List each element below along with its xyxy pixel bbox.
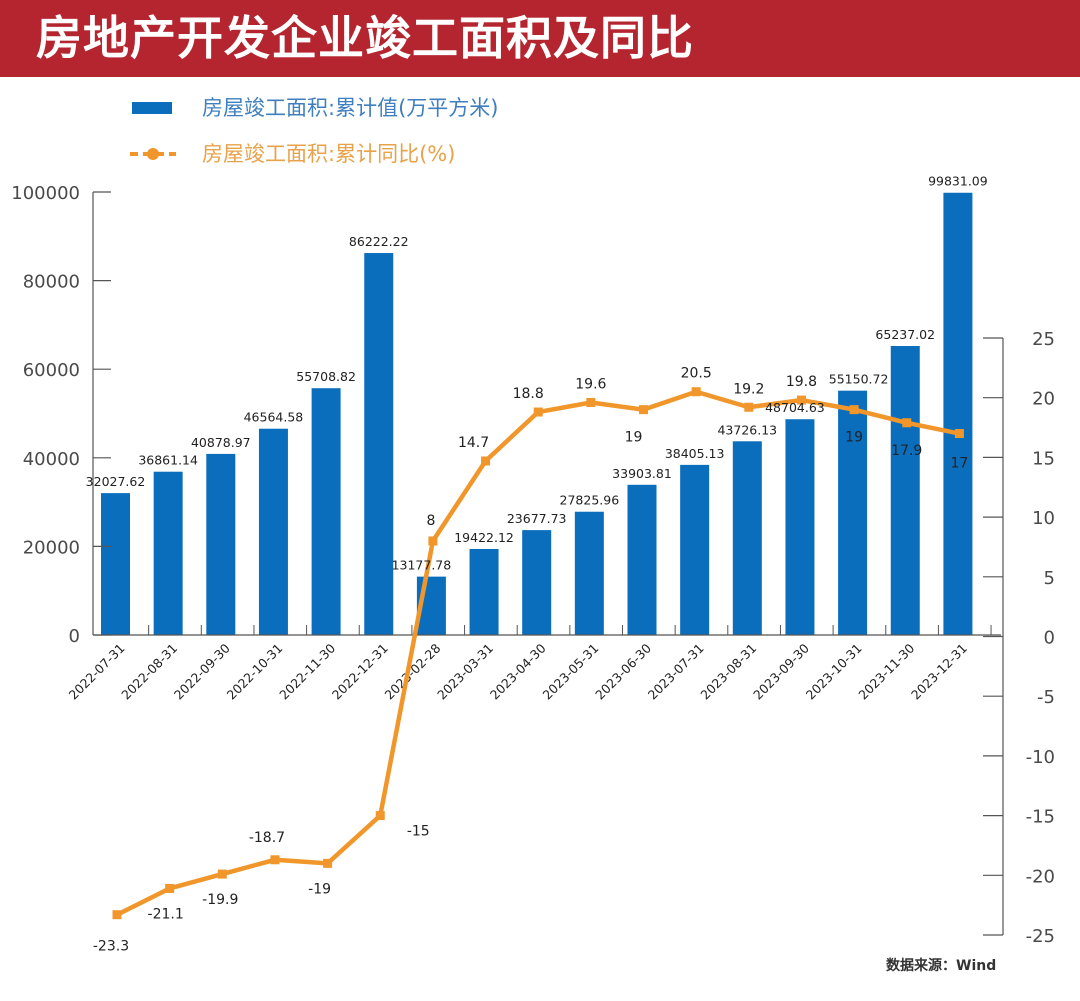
bar	[522, 530, 552, 635]
line-value-label: -15	[407, 824, 430, 840]
line-value-label: 17	[950, 456, 968, 472]
line-value-label: -19.9	[202, 892, 238, 908]
bar-value-label: 55150.72	[829, 372, 889, 387]
bar	[943, 192, 973, 635]
line-point-marker	[165, 883, 175, 893]
left-axis-tick-label: 40000	[23, 449, 80, 470]
line-value-label: -23.3	[93, 939, 129, 955]
right-axis-tick-label: 15	[1032, 448, 1055, 469]
legend-bar-label: 房屋竣工面积:累计值(万平方米)	[202, 96, 499, 120]
bar-value-label: 38405.13	[665, 446, 725, 461]
line-point-marker	[112, 910, 122, 920]
bar	[838, 390, 868, 635]
bar-value-label: 99831.09	[928, 174, 988, 189]
bar-value-label: 33903.81	[612, 466, 672, 481]
bars-layer	[101, 192, 973, 635]
bar	[311, 388, 341, 635]
line-value-label: -18.7	[249, 830, 285, 846]
right-axis-tick-label: -10	[1026, 747, 1055, 768]
legend-line-label: 房屋竣工面积:累计同比(%)	[202, 142, 456, 166]
bar	[101, 493, 130, 635]
bar-value-label: 32027.62	[86, 474, 146, 489]
line-value-label: 19.2	[733, 381, 764, 397]
bar-value-label: 19422.12	[454, 530, 514, 545]
right-axis-tick-label: -15	[1026, 807, 1055, 828]
line-point-marker	[586, 397, 596, 407]
line-point-marker	[849, 405, 859, 415]
line-point-marker	[375, 811, 385, 821]
bar-value-label: 43726.13	[717, 422, 777, 437]
line-point-marker	[428, 536, 438, 546]
line-value-label: -21.1	[148, 906, 184, 922]
line-value-label: 17.9	[891, 443, 922, 459]
line-point-marker	[639, 405, 648, 415]
bar	[364, 253, 394, 635]
line-value-label: 19	[845, 430, 863, 446]
bar-value-label: 40878.97	[191, 435, 251, 450]
line-value-label: 8	[426, 513, 435, 529]
right-axis-tick-label: 20	[1032, 389, 1055, 410]
line-value-label: 19	[625, 430, 643, 446]
right-axis-tick-label: 25	[1032, 329, 1055, 350]
right-axis-tick-label: 0	[1044, 628, 1055, 649]
line-point-marker	[744, 402, 754, 412]
line-value-label: 14.7	[458, 435, 489, 451]
legend-line-marker-icon	[130, 148, 176, 160]
line-point-marker	[796, 395, 806, 405]
bar	[627, 484, 657, 635]
bar	[574, 511, 604, 635]
line-point-marker	[217, 869, 227, 879]
left-axis-tick-label: 0	[69, 626, 80, 647]
left-axis-tick-label: 100000	[11, 183, 80, 204]
bar	[469, 548, 499, 635]
line-point-marker	[954, 429, 964, 439]
line-point-marker	[270, 855, 280, 865]
x-axis-category-label: 2023-12-31	[908, 641, 970, 703]
bar-value-label: 23677.73	[507, 511, 567, 526]
data-source-note: 数据来源：Wind	[886, 958, 997, 974]
bar-value-label: 36861.14	[138, 453, 198, 468]
bar	[258, 428, 288, 635]
line-point-marker	[902, 418, 912, 428]
chart-header-banner: 房地产开发企业竣工面积及同比	[0, 0, 1080, 77]
line-value-label: 18.8	[513, 386, 544, 402]
bar	[206, 453, 236, 635]
bar	[785, 419, 815, 635]
line-point-marker	[691, 387, 701, 397]
bar	[732, 441, 762, 635]
bar	[680, 464, 710, 635]
line-point-marker	[323, 858, 333, 868]
bar	[153, 471, 183, 635]
labels-layer: 32027.62 36861.14 40878.97 46564.58 55708.82…	[86, 174, 988, 955]
bar-value-label: 65237.02	[875, 327, 935, 342]
chart-title: 房地产开发企业竣工面积及同比	[36, 11, 694, 65]
bar-value-label: 48704.63	[765, 400, 825, 415]
legend-bar-swatch-icon	[132, 102, 172, 114]
line-value-label: 19.8	[786, 374, 817, 390]
right-axis-tick-label: -5	[1037, 687, 1055, 708]
line-value-label: -19	[308, 881, 331, 897]
left-axis-tick-label: 60000	[23, 360, 80, 381]
line-layer	[112, 387, 964, 920]
left-axis-tick-label: 80000	[23, 272, 80, 293]
bar-value-label: 27825.96	[560, 493, 620, 508]
bar	[890, 346, 920, 635]
right-axis-tick-label: -20	[1026, 866, 1055, 887]
line-point-marker	[481, 456, 491, 466]
line-point-marker	[533, 407, 543, 417]
bar-value-label: 13177.78	[392, 558, 452, 573]
line-value-label: 20.5	[681, 366, 712, 382]
left-axis-tick-label: 20000	[23, 537, 80, 558]
bar-value-label: 46564.58	[244, 410, 304, 425]
bar-value-label: 86222.22	[349, 234, 409, 249]
right-axis-tick-label: 10	[1032, 508, 1055, 529]
right-axis-tick-label: -25	[1026, 926, 1055, 947]
line-value-label: 19.6	[575, 376, 606, 392]
right-axis-tick-label: 5	[1044, 568, 1055, 589]
bar-value-label: 55708.82	[296, 369, 356, 384]
